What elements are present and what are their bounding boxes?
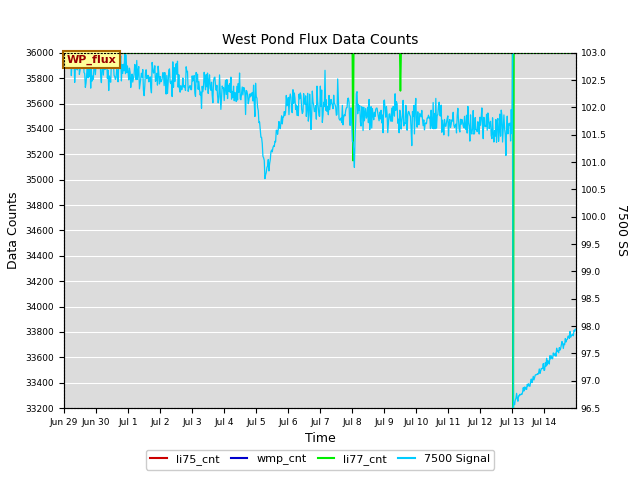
- Text: WP_flux: WP_flux: [67, 55, 116, 65]
- Title: West Pond Flux Data Counts: West Pond Flux Data Counts: [222, 34, 418, 48]
- X-axis label: Time: Time: [305, 432, 335, 445]
- Legend: li75_cnt, wmp_cnt, li77_cnt, 7500 Signal: li75_cnt, wmp_cnt, li77_cnt, 7500 Signal: [146, 450, 494, 469]
- Y-axis label: 7500 SS: 7500 SS: [614, 204, 628, 256]
- Y-axis label: Data Counts: Data Counts: [7, 192, 20, 269]
